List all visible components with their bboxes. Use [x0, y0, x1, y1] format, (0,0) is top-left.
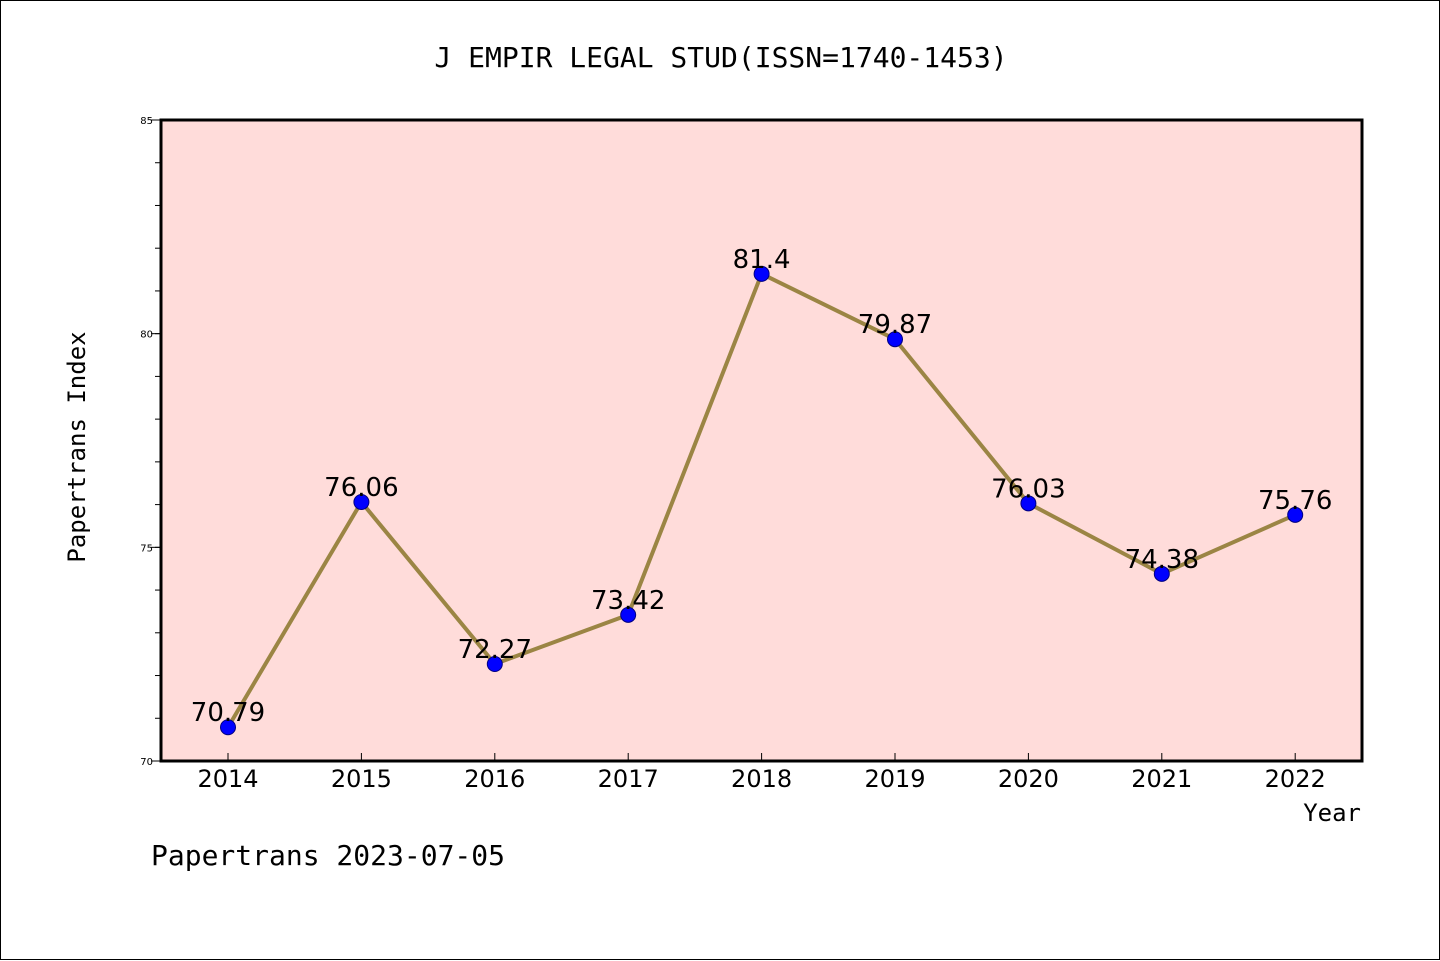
x-axis-label: Year: [1303, 799, 1361, 827]
chart-title: J EMPIR LEGAL STUD(ISSN=1740-1453): [434, 41, 1007, 74]
data-point: [753, 265, 770, 282]
data-label: 74.38: [1125, 545, 1199, 575]
data-label: 72.27: [458, 635, 532, 665]
x-tick-label: 2021: [1131, 765, 1192, 793]
x-axis: 2014 2015 2016 2017 2018 2019 2020 2021 2022: [197, 753, 1326, 793]
data-label: 70.79: [191, 698, 265, 728]
x-tick-label: 2015: [331, 765, 392, 793]
data-point: [620, 606, 637, 623]
y-tick-label: 85: [140, 116, 153, 127]
x-tick-label: 2014: [197, 765, 258, 793]
data-point: [1287, 506, 1304, 523]
data-point: [1020, 495, 1037, 512]
data-point: [1153, 565, 1170, 582]
y-tick-label: 70: [140, 757, 153, 768]
x-tick-label: 2017: [598, 765, 659, 793]
y-axis: 70 75 80 85: [140, 116, 161, 768]
data-point: [353, 494, 370, 511]
data-label: 81.4: [733, 245, 791, 275]
x-tick-label: 2018: [731, 765, 792, 793]
data-point: [486, 655, 503, 672]
x-tick-label: 2016: [464, 765, 525, 793]
data-label: 75.76: [1258, 486, 1332, 516]
footer-text: Papertrans 2023-07-05: [151, 839, 505, 872]
data-label: 73.42: [591, 586, 665, 616]
y-tick-label: 75: [140, 543, 153, 554]
data-label: 76.03: [991, 474, 1065, 504]
plot-area: [159, 118, 1364, 763]
data-point: [887, 331, 903, 348]
x-tick-label: 2022: [1265, 765, 1326, 793]
y-tick-label: 80: [140, 330, 153, 341]
data-point: [220, 719, 236, 736]
x-tick-label: 2020: [998, 765, 1059, 793]
data-label: 76.06: [324, 473, 398, 503]
series-line-group: [220, 265, 1304, 736]
y-axis-label: Papertrans Index: [63, 331, 91, 562]
data-labels: 70.79 76.06 72.27 73.42 81.4 79.87 76.03 74.38 7…: [191, 245, 1333, 728]
data-label: 79.87: [858, 310, 932, 340]
x-tick-label: 2019: [864, 765, 925, 793]
